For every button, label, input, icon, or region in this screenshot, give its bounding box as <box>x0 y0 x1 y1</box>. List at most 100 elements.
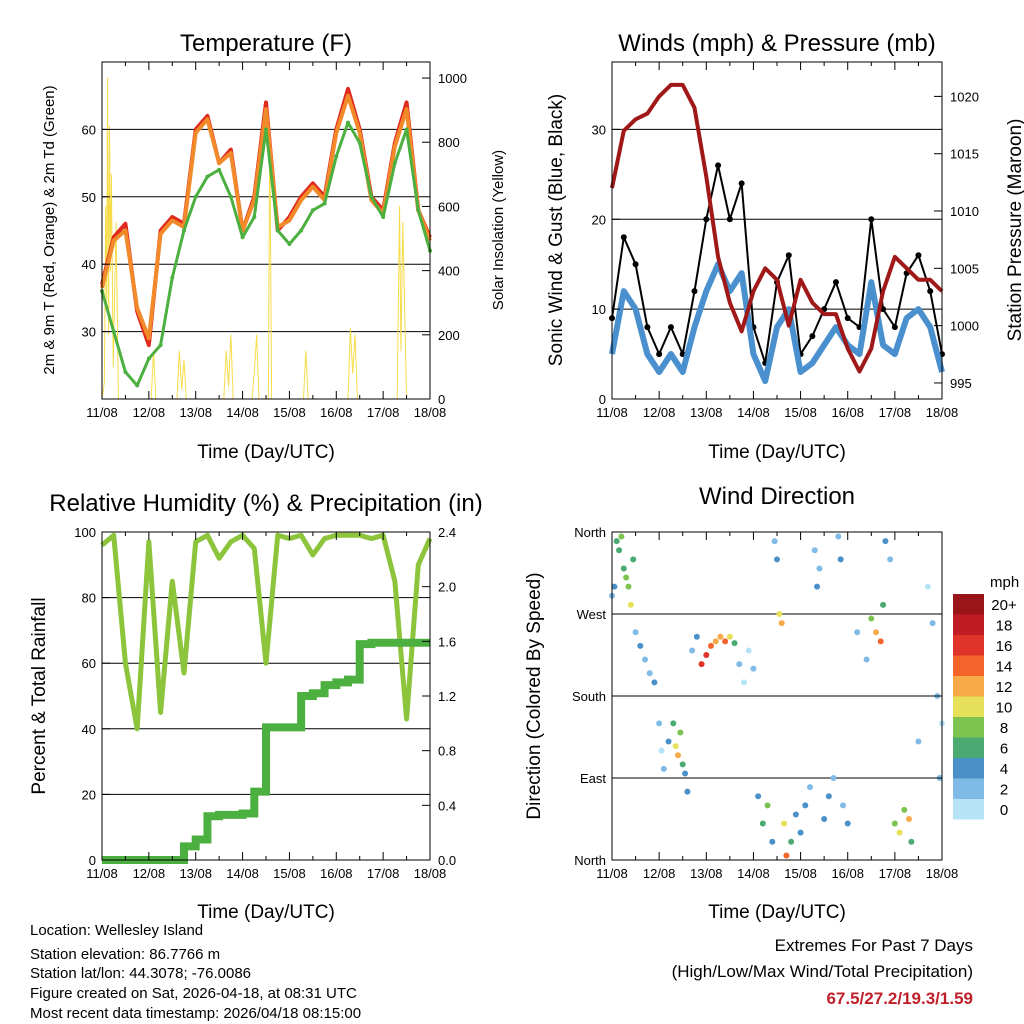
y-tick-label: West <box>577 607 607 622</box>
dewpoint-point <box>123 370 128 375</box>
wind-direction-point <box>693 633 700 640</box>
wind-direction-point <box>778 620 785 627</box>
wind-direction-point <box>625 583 632 590</box>
x-tick-label: 16/08 <box>320 866 353 881</box>
wind-direction-point <box>776 611 783 617</box>
legend-label: 0 <box>1000 802 1008 819</box>
dewpoint-point <box>357 140 362 145</box>
wind-direction-point <box>708 642 714 649</box>
x-tick-label: 18/08 <box>926 866 959 881</box>
wind-direction-point <box>915 738 922 745</box>
y-right-tick-label: 1.6 <box>438 634 456 649</box>
panel-2: 11/08 12/08 13/08 14/08 15/08 16/08 17/08 18/08… <box>592 61 979 420</box>
wind-direction-point <box>755 793 762 800</box>
temperature-ylabel: 2m & 9m T (Red, Orange) & 2m Td (Green) <box>41 85 58 374</box>
gust-point <box>703 216 710 223</box>
wind-direction-point <box>722 638 729 645</box>
gust-point <box>809 333 816 340</box>
wind-direction-point <box>741 679 747 686</box>
legend-title: mph <box>990 574 1019 591</box>
wind-direction-point <box>929 620 936 627</box>
wind-direction-point <box>703 652 710 658</box>
y-right-tick-label: 1.2 <box>438 689 456 704</box>
wind-direction-point <box>682 770 689 777</box>
dewpoint-point <box>146 356 151 361</box>
y-tick-label: 40 <box>82 257 96 272</box>
extremes-subtitle: (High/Low/Max Wind/Total Precipitation) <box>672 962 973 981</box>
x-tick-label: 17/08 <box>879 405 912 420</box>
y-right-tick-label: 1015 <box>950 147 979 162</box>
dewpoint-point <box>193 194 198 199</box>
speed-legend: mph 20+ 18 16 14 12 10 8 6 4 2 0 <box>953 574 1019 820</box>
wind-direction-point <box>642 656 648 663</box>
dewpoint-point <box>287 241 292 246</box>
elevation-text: Station elevation: 86.7766 m <box>30 946 220 963</box>
wind-direction-point <box>618 533 625 540</box>
wind-direction-point <box>689 647 696 654</box>
x-tick-label: 12/08 <box>133 405 166 420</box>
x-tick-label: 11/08 <box>86 866 118 881</box>
x-tick-label: 13/08 <box>179 405 212 420</box>
wind-direction-point <box>684 788 691 795</box>
wind-direction-point <box>731 640 738 647</box>
y-right-tick-label: 1005 <box>950 261 979 276</box>
x-tick-label: 18/08 <box>414 866 447 881</box>
dewpoint-point <box>111 329 116 334</box>
wind-direction-point <box>854 629 861 636</box>
x-tick-label: 18/08 <box>926 405 959 420</box>
y-right-tick-label: 400 <box>438 264 460 279</box>
wind-direction-point <box>750 665 757 672</box>
gust-point <box>927 288 934 295</box>
x-tick-label: 13/08 <box>690 866 723 881</box>
legend-swatch <box>953 799 984 820</box>
wind-direction-point <box>616 547 623 554</box>
y-tick-label: 0 <box>89 853 96 868</box>
dewpoint-point <box>416 208 421 213</box>
legend-label: 12 <box>996 679 1013 696</box>
wind-direction-point <box>611 583 618 590</box>
wind-direction-point <box>891 820 898 827</box>
legend-swatch <box>953 635 984 656</box>
pressure-line <box>610 82 944 374</box>
y-right-tick-label: 1000 <box>950 319 979 334</box>
gust-point <box>844 315 851 322</box>
y-right-tick-label: 1020 <box>950 89 979 104</box>
legend-label: 10 <box>996 700 1013 717</box>
dewpoint-point <box>135 383 140 388</box>
wind-direction-point <box>830 775 837 781</box>
wind-direction-point <box>672 743 679 750</box>
y-tick-label: 40 <box>82 722 96 737</box>
latlon-text: Station lat/lon: 44.3078; -76.0086 <box>30 965 251 982</box>
y-tick-label: 50 <box>82 190 96 205</box>
y-tick-label: 30 <box>82 325 96 340</box>
dewpoint-point <box>334 154 339 159</box>
x-tick-label: 16/08 <box>320 405 353 420</box>
wind-direction-point <box>745 647 752 654</box>
x-tick-label: 16/08 <box>831 405 864 420</box>
y-tick-label: 80 <box>82 591 96 606</box>
y-right-tick-label: 1000 <box>438 71 467 86</box>
wind-direction-point <box>837 556 844 563</box>
series-line-2m-td <box>100 121 432 388</box>
solar-insolation-line <box>101 77 430 400</box>
gust-point <box>715 162 722 169</box>
humidity-ylabel: Percent & Total Rainfall <box>29 597 50 794</box>
legend-label: 4 <box>1000 761 1008 778</box>
x-tick-label: 15/08 <box>784 866 817 881</box>
wind-direction-point <box>637 642 644 649</box>
wind-direction-point <box>658 747 665 754</box>
y-right-tick-label: 0.0 <box>438 853 456 868</box>
dewpoint-point <box>275 228 280 233</box>
wind-direction-point <box>656 720 663 727</box>
humidity-xlabel: Time (Day/UTC) <box>197 902 335 923</box>
wind-direction-point <box>632 629 639 636</box>
x-tick-label: 15/08 <box>273 866 306 881</box>
legend-label: 6 <box>1000 741 1008 758</box>
y-tick-label: 20 <box>82 787 96 802</box>
wind-direction-point <box>887 556 894 563</box>
y-tick-label: 60 <box>82 656 96 671</box>
dewpoint-point <box>299 228 304 233</box>
wind-direction-point <box>797 829 804 836</box>
dewpoint-point <box>205 174 210 179</box>
